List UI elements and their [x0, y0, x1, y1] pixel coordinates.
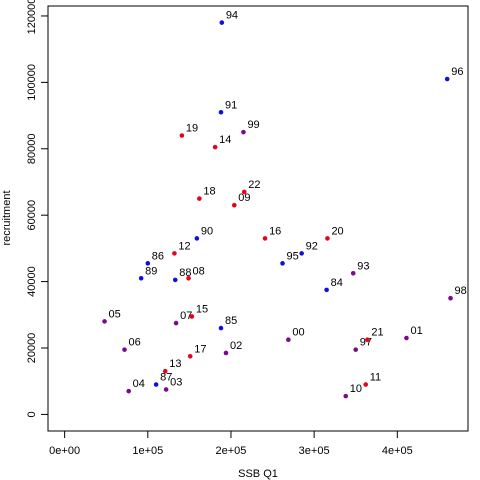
- data-point-label: 16: [269, 225, 281, 237]
- data-point: [197, 196, 202, 201]
- data-point-label: 09: [238, 192, 250, 204]
- x-tick-label: 2e+05: [216, 445, 247, 457]
- data-point: [179, 133, 185, 138]
- data-point: [153, 382, 159, 387]
- data-point-label: 20: [331, 225, 343, 237]
- data-point: [138, 275, 144, 281]
- data-point-label: 88: [179, 267, 191, 279]
- y-tick-label: 80000: [26, 133, 38, 164]
- data-point: [172, 251, 177, 256]
- data-point-label: 94: [226, 10, 238, 22]
- data-point-label: 19: [186, 122, 198, 134]
- data-point-label: 01: [410, 325, 422, 337]
- data-point: [262, 236, 268, 241]
- data-point-label: 98: [455, 285, 467, 297]
- data-point: [448, 295, 453, 301]
- data-point: [145, 261, 151, 266]
- data-point-label: 04: [133, 378, 145, 390]
- data-point-label: 13: [169, 358, 181, 370]
- y-tick-label: 0: [26, 411, 38, 417]
- data-point-label: 14: [219, 134, 231, 146]
- data-point-label: 06: [129, 337, 141, 349]
- data-point: [219, 20, 225, 25]
- data-point: [241, 189, 247, 195]
- data-point: [299, 251, 304, 256]
- data-point: [187, 353, 193, 359]
- data-point: [223, 350, 229, 356]
- data-point: [324, 287, 329, 293]
- data-point: [353, 347, 359, 352]
- data-point: [286, 337, 291, 342]
- data-point: [241, 129, 246, 135]
- data-point-label: 17: [194, 343, 206, 355]
- data-point-label: 11: [370, 372, 381, 384]
- data-point: [163, 387, 169, 392]
- y-tick-label: 20000: [26, 333, 38, 364]
- data-point: [189, 314, 195, 319]
- y-tick-label: 40000: [26, 266, 38, 297]
- data-point: [194, 236, 200, 241]
- data-point-label: 89: [145, 265, 157, 277]
- x-axis: 0e+00 1e+05 2e+05 3e+05 4e+05: [49, 430, 413, 457]
- x-tick-label: 1e+05: [132, 445, 163, 457]
- data-point: [102, 319, 107, 324]
- data-point: [172, 277, 178, 283]
- data-point: [122, 347, 127, 352]
- plot-frame: [47, 5, 469, 432]
- data-point-label: 87: [160, 372, 172, 384]
- y-tick-label: 100000: [26, 64, 38, 101]
- x-tick-label: 0e+00: [49, 445, 80, 457]
- x-tick-label: 3e+05: [299, 445, 330, 457]
- data-point-label: 00: [292, 327, 304, 339]
- data-point-label: 21: [371, 327, 383, 339]
- data-point: [363, 382, 369, 387]
- data-point: [231, 202, 237, 208]
- data-point-label: 18: [203, 186, 215, 198]
- data-point-label: 91: [225, 99, 237, 111]
- data-point-label: 95: [287, 250, 299, 262]
- data-point-label: 84: [331, 277, 343, 289]
- data-point-label: 08: [193, 265, 205, 277]
- data-point: [218, 109, 224, 115]
- y-axis: 0 20000 40000 60000 80000 100000 120000: [26, 0, 49, 417]
- data-point-label: 12: [178, 240, 190, 252]
- data-point-label: 22: [248, 179, 260, 191]
- data-point: [343, 393, 349, 399]
- data-point: [126, 388, 131, 394]
- data-point: [444, 76, 450, 82]
- data-point-label: 85: [225, 315, 237, 327]
- data-point-label: 03: [170, 376, 182, 388]
- data-point: [186, 275, 191, 281]
- y-tick-label: 120000: [26, 0, 38, 34]
- data-point-label: 15: [196, 303, 208, 315]
- y-tick-label: 60000: [26, 200, 38, 231]
- data-point: [325, 236, 330, 241]
- data-point-label: 92: [306, 240, 318, 252]
- data-point-label: 05: [109, 308, 121, 320]
- data-point: [365, 337, 370, 342]
- data-point: [280, 261, 285, 266]
- data-point: [162, 368, 168, 374]
- data-point: [173, 320, 179, 326]
- data-point-label: 10: [350, 383, 362, 395]
- data-point: [350, 270, 356, 276]
- data-point-label: 90: [201, 225, 213, 237]
- x-tick-label: 4e+05: [382, 445, 413, 457]
- data-point-label: 07: [180, 310, 192, 322]
- data-point: [212, 144, 218, 150]
- data-point-label: 99: [247, 119, 259, 131]
- x-axis-label: SSB Q1: [238, 468, 278, 480]
- data-point-label: 86: [152, 250, 164, 262]
- y-axis-label: recruitment: [1, 190, 13, 245]
- data-point: [404, 335, 409, 341]
- data-point: [218, 325, 224, 331]
- data-point-label: 93: [357, 260, 369, 272]
- data-point-label: 02: [230, 340, 242, 352]
- data-point-label: 96: [451, 66, 463, 78]
